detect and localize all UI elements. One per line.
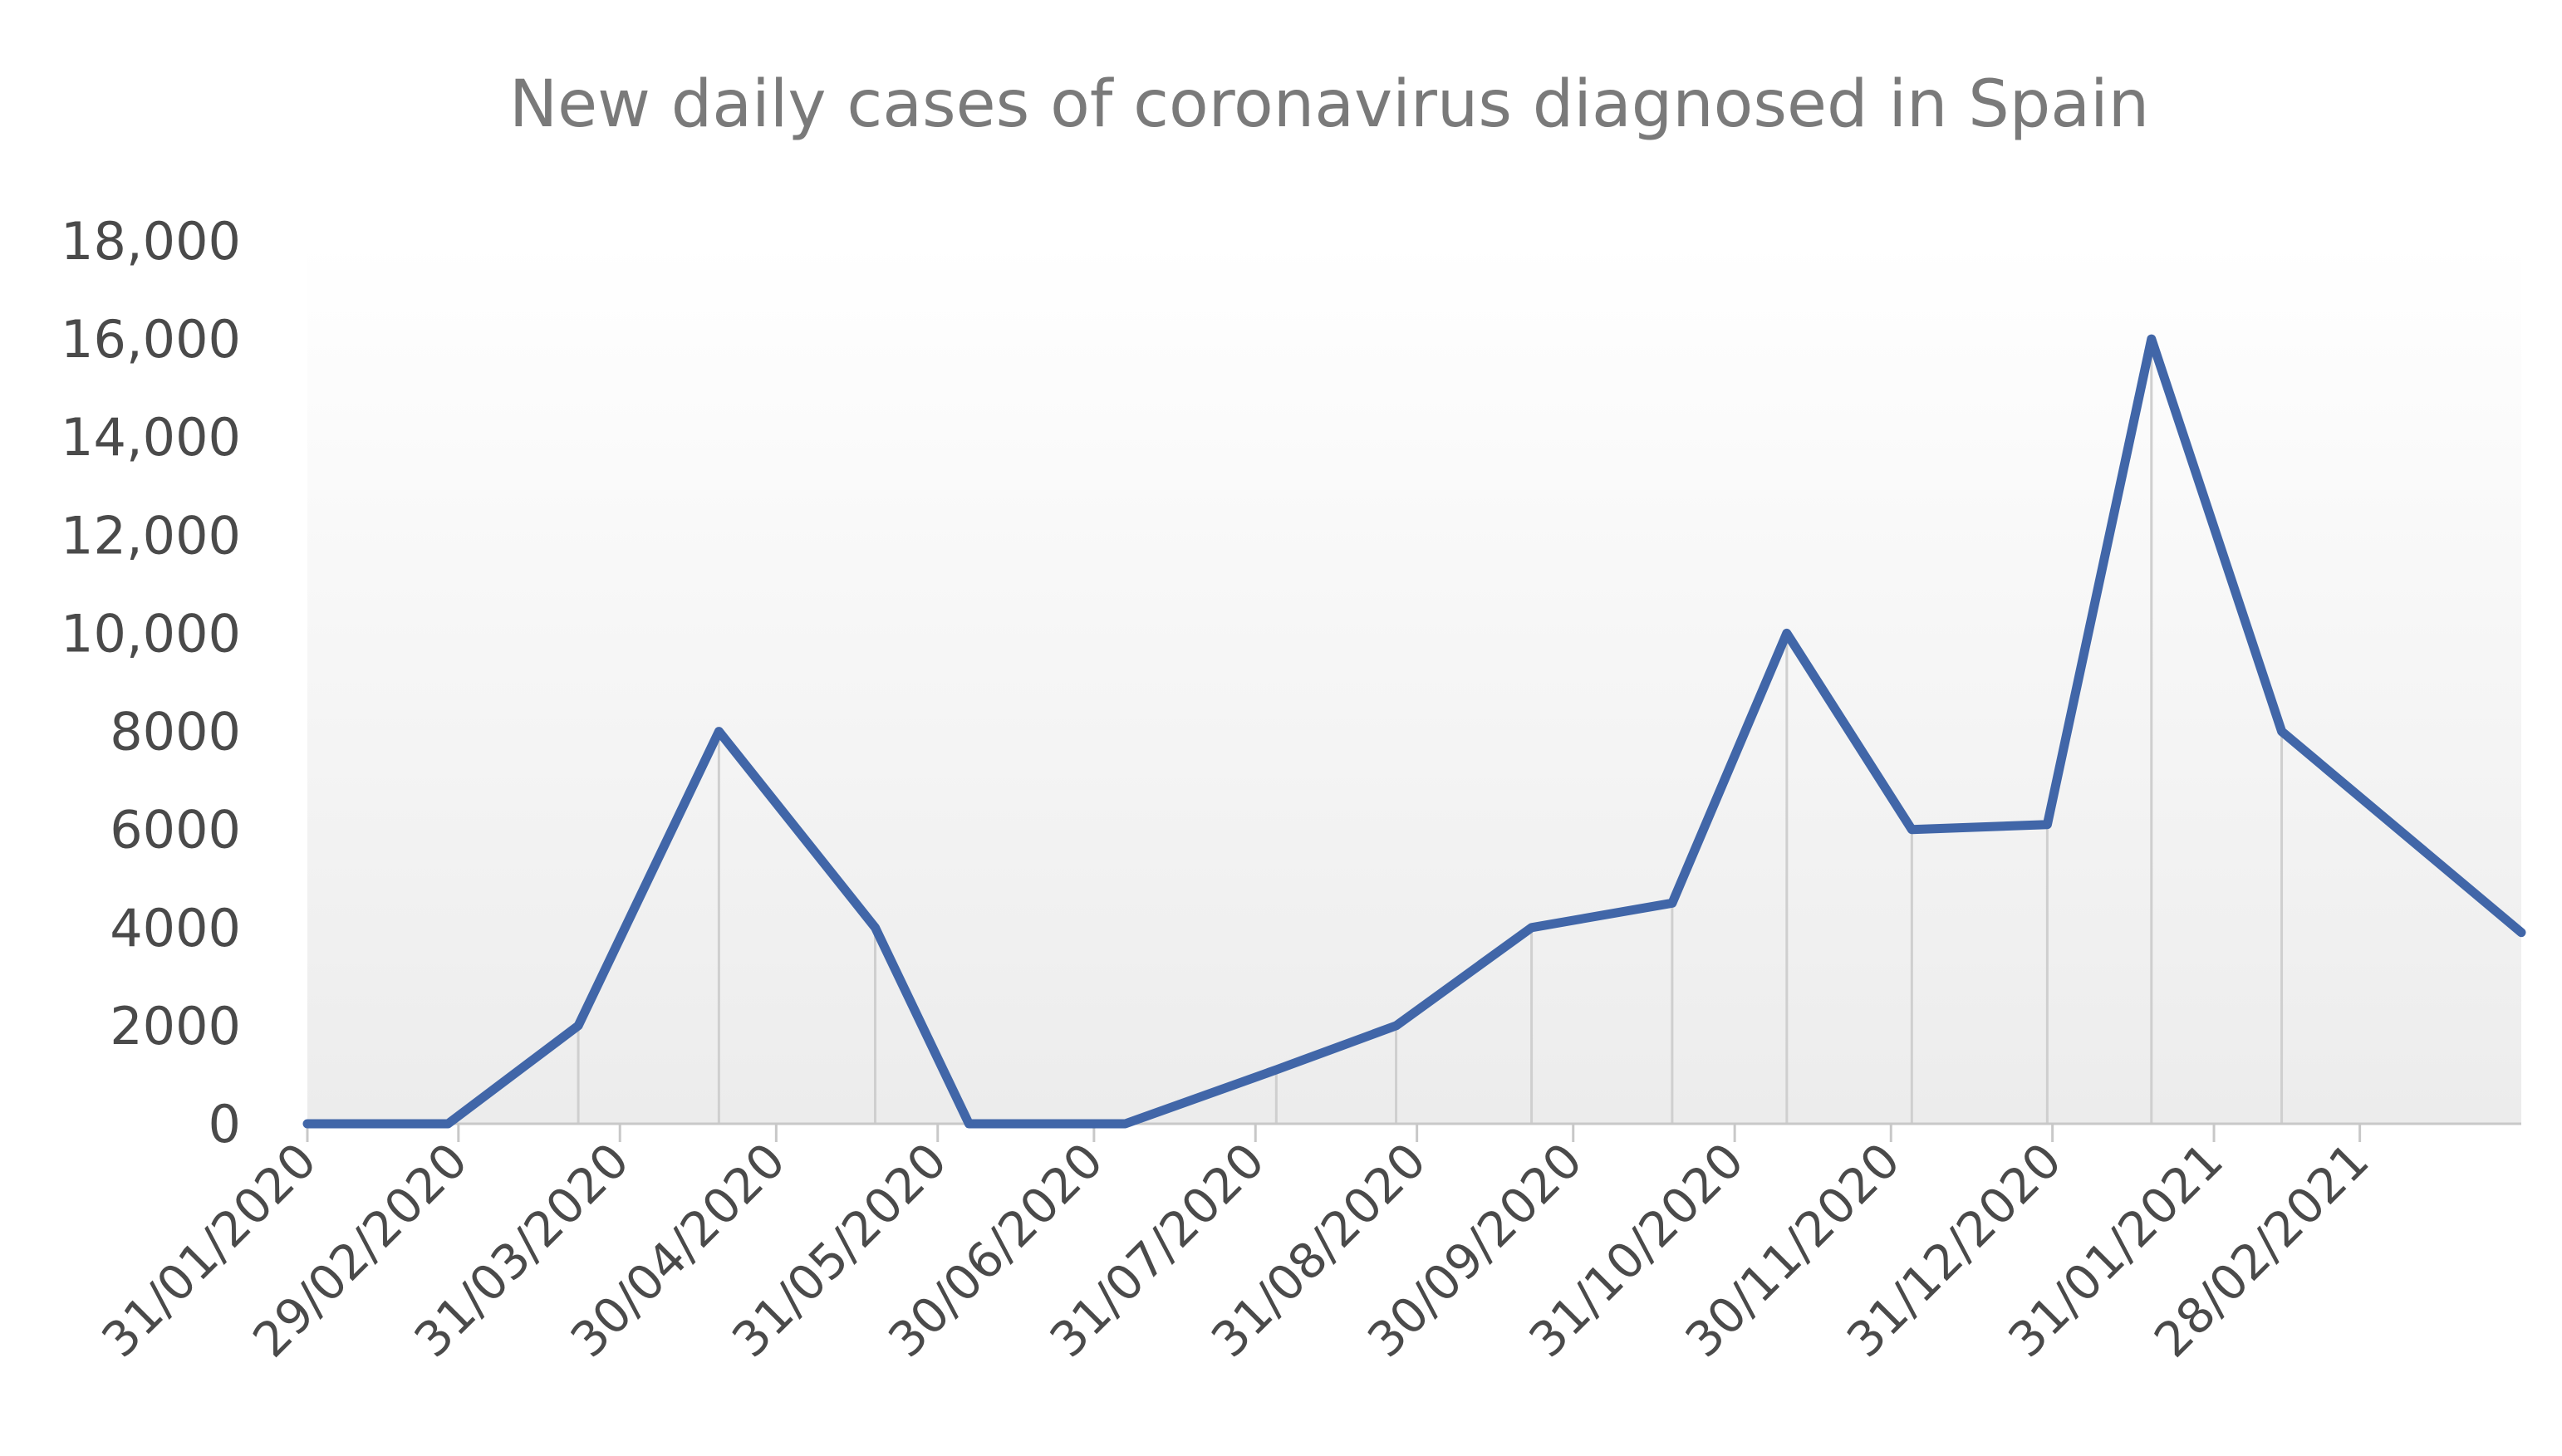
- data-point: [1272, 1066, 1281, 1075]
- plot-area: [307, 241, 2521, 1124]
- data-points: [303, 335, 2525, 1128]
- y-tick-label: 4000: [110, 898, 241, 958]
- data-point: [2043, 820, 2052, 829]
- y-tick-label: 12,000: [61, 505, 241, 566]
- drop-lines: [577, 339, 2284, 1124]
- data-point: [444, 1120, 453, 1128]
- data-point: [1907, 825, 1917, 834]
- chart-title: New daily cases of coronavirus diagnosed…: [509, 67, 2149, 142]
- data-point: [574, 1021, 583, 1030]
- y-tick-label: 2000: [110, 996, 241, 1056]
- data-point: [1527, 923, 1536, 932]
- x-tick-labels: 31/01/202029/02/202031/03/202030/04/2020…: [91, 1132, 2379, 1368]
- y-tick-labels: 0 2000 4000 6000 8000 10,000 12,000 14,000 16,00…: [61, 211, 241, 1155]
- data-point: [2277, 727, 2286, 736]
- data-point: [714, 727, 724, 736]
- data-point: [1667, 899, 1676, 908]
- data-point: [871, 923, 880, 932]
- y-tick-label: 18,000: [61, 211, 241, 272]
- y-tick-label: 6000: [110, 800, 241, 860]
- data-point: [964, 1120, 974, 1128]
- x-tick-marks: [306, 1124, 2362, 1142]
- data-point: [1391, 1021, 1401, 1030]
- y-tick-label: 8000: [110, 702, 241, 762]
- y-tick-label: 14,000: [61, 407, 241, 468]
- y-tick-label: 16,000: [61, 309, 241, 370]
- data-point: [1121, 1120, 1130, 1128]
- y-tick-label: 0: [209, 1094, 241, 1155]
- data-point: [303, 1120, 312, 1128]
- y-tick-label: 10,000: [61, 603, 241, 664]
- data-point: [1782, 629, 1791, 638]
- data-point: [2517, 928, 2525, 937]
- data-point: [2147, 335, 2156, 344]
